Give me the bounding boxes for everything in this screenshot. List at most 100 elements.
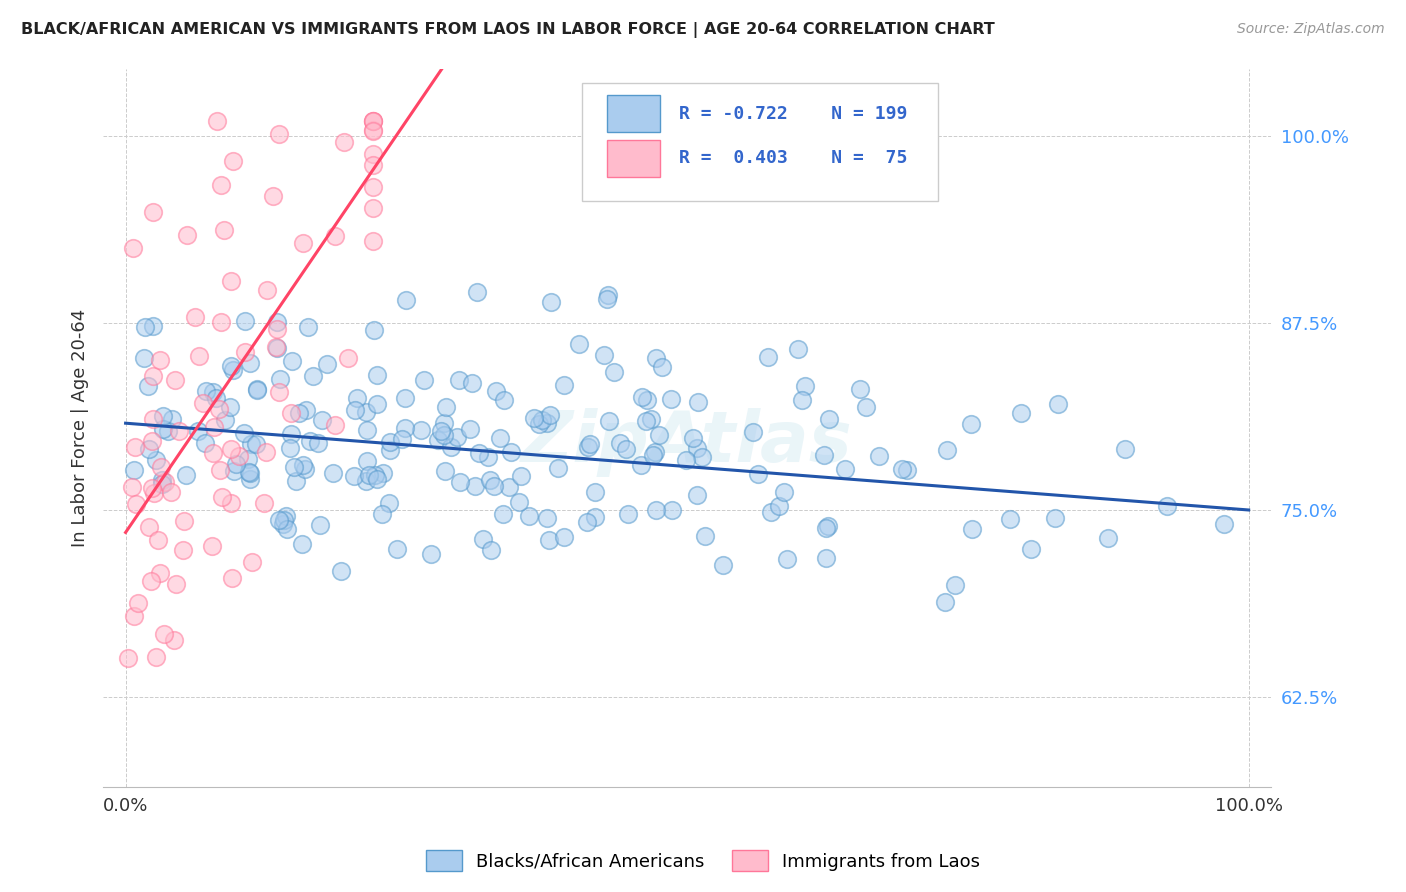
Point <box>817 411 839 425</box>
Point <box>682 431 704 445</box>
Point <box>308 517 330 532</box>
Point <box>150 459 173 474</box>
Point <box>651 360 673 375</box>
Point <box>609 436 631 450</box>
Point <box>167 424 190 438</box>
Point <box>756 350 779 364</box>
Point <box>998 512 1021 526</box>
Point <box>201 445 224 459</box>
Point <box>219 274 242 288</box>
Point <box>640 412 662 426</box>
Y-axis label: In Labor Force | Age 20-64: In Labor Force | Age 20-64 <box>72 309 89 547</box>
Point <box>1010 407 1032 421</box>
Point <box>201 384 224 399</box>
Point <box>419 547 441 561</box>
Point <box>124 440 146 454</box>
Point <box>361 147 384 161</box>
Point <box>291 537 314 551</box>
Point <box>141 481 163 495</box>
Point <box>124 463 146 477</box>
Point <box>160 412 183 426</box>
FancyBboxPatch shape <box>606 140 661 177</box>
Point <box>136 379 159 393</box>
Point <box>219 359 242 374</box>
Point <box>492 507 515 521</box>
Point <box>385 541 408 556</box>
Point <box>122 241 145 255</box>
Point <box>163 633 186 648</box>
Point <box>256 283 278 297</box>
Point <box>394 420 416 434</box>
Point <box>333 135 356 149</box>
Point <box>636 392 658 407</box>
Point <box>648 427 671 442</box>
Text: R = -0.722    N = 199: R = -0.722 N = 199 <box>679 104 907 123</box>
Point <box>316 357 339 371</box>
Point <box>146 533 169 547</box>
Point <box>228 449 250 463</box>
Point <box>194 435 217 450</box>
Point <box>361 201 384 215</box>
Point <box>631 390 654 404</box>
Point <box>1212 516 1234 531</box>
Point <box>155 475 177 490</box>
Point <box>960 417 983 431</box>
Point <box>449 475 471 490</box>
Point <box>508 495 530 509</box>
Point <box>773 484 796 499</box>
Point <box>960 522 983 536</box>
Point <box>302 368 325 383</box>
Point <box>644 444 666 458</box>
Point <box>361 158 384 172</box>
Point <box>212 222 235 236</box>
Point <box>346 391 368 405</box>
Point <box>288 406 311 420</box>
Point <box>1046 397 1069 411</box>
Point <box>711 558 734 572</box>
Point <box>489 431 512 445</box>
Point <box>688 394 710 409</box>
Point <box>363 323 385 337</box>
Point <box>127 596 149 610</box>
Point <box>176 228 198 243</box>
Point <box>603 365 626 379</box>
Point <box>943 578 966 592</box>
Point <box>1019 542 1042 557</box>
Point <box>292 236 315 251</box>
Point <box>294 403 316 417</box>
Point <box>659 392 682 406</box>
Point <box>361 234 384 248</box>
Point <box>366 396 388 410</box>
Point <box>891 462 914 476</box>
Point <box>786 342 808 356</box>
Legend: Blacks/African Americans, Immigrants from Laos: Blacks/African Americans, Immigrants fro… <box>419 843 987 879</box>
Point <box>433 416 456 430</box>
Point <box>145 650 167 665</box>
Point <box>183 310 205 325</box>
Point <box>138 442 160 457</box>
Point <box>855 400 877 414</box>
Point <box>239 356 262 370</box>
Point <box>269 372 291 386</box>
Point <box>813 448 835 462</box>
Point <box>211 490 233 504</box>
Point <box>553 377 575 392</box>
Point <box>152 409 174 423</box>
Point <box>204 391 226 405</box>
Point <box>142 204 165 219</box>
Point <box>294 462 316 476</box>
Point <box>271 516 294 531</box>
Point <box>834 462 856 476</box>
Point <box>575 515 598 529</box>
Point <box>153 627 176 641</box>
Point <box>214 413 236 427</box>
Point <box>222 154 245 169</box>
Point <box>356 454 378 468</box>
Point <box>529 417 551 432</box>
Point <box>283 460 305 475</box>
Point <box>394 391 416 405</box>
Point <box>896 463 918 477</box>
Point <box>1097 531 1119 545</box>
Point <box>361 114 384 128</box>
Point <box>264 341 287 355</box>
